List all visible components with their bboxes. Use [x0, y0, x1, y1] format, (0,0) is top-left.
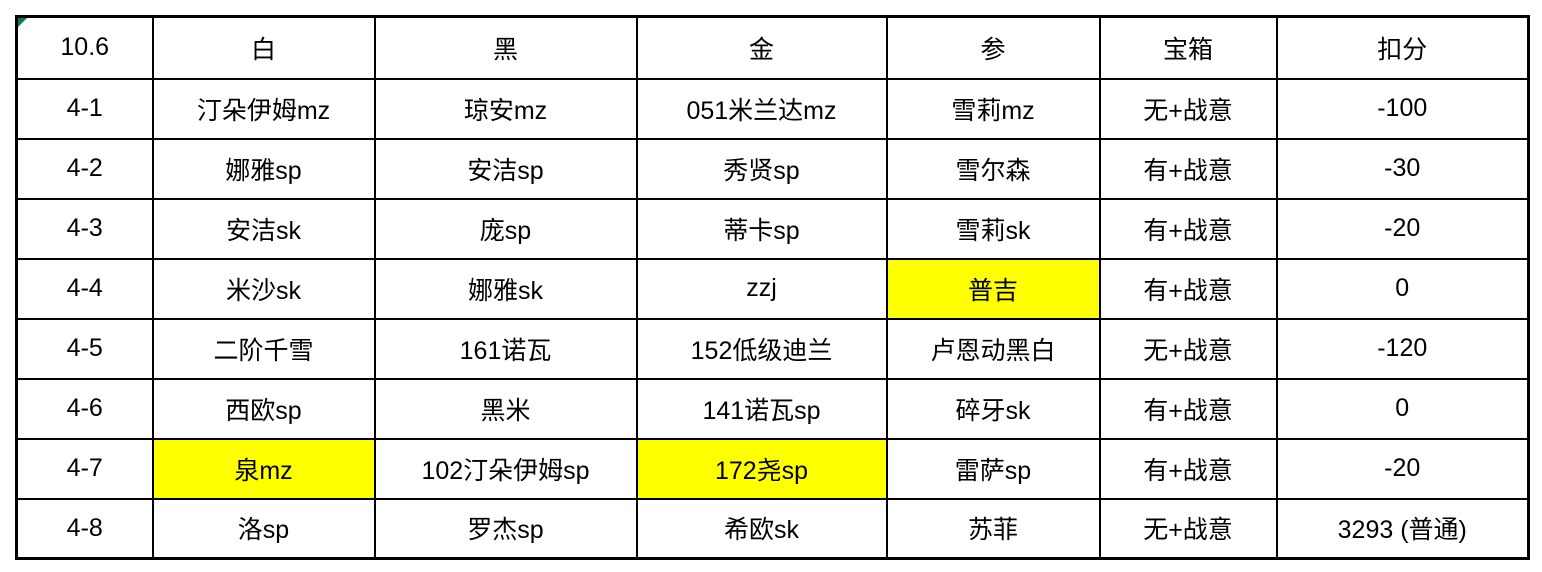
table-cell[interactable]: 雪莉mz — [885, 77, 1101, 140]
table-cell[interactable]: 秀贤sp — [635, 137, 888, 200]
table-row: 4-6 西欧sp 黑米 141诺瓦sp 碎牙sk 有+战意 0 — [15, 377, 1530, 440]
table-cell[interactable]: 有+战意 — [1098, 137, 1278, 200]
table-cell[interactable]: 152低级迪兰 — [635, 317, 888, 380]
table-cell[interactable]: 安洁sk — [151, 197, 376, 260]
table-cell[interactable]: 罗杰sp — [373, 497, 638, 560]
row-label[interactable]: 4-8 — [15, 497, 154, 560]
table-cell[interactable]: 无+战意 — [1098, 317, 1278, 380]
table-cell[interactable]: zzj — [635, 257, 888, 320]
table-cell[interactable]: 庞sp — [373, 197, 638, 260]
excel-error-indicator-icon — [18, 18, 27, 27]
table-row: 4-5 二阶千雪 161诺瓦 152低级迪兰 卢恩动黑白 无+战意 -120 — [15, 317, 1530, 380]
table-cell[interactable]: 娜雅sk — [373, 257, 638, 320]
table-row: 4-4 米沙sk 娜雅sk zzj 普吉 有+战意 0 — [15, 257, 1530, 320]
table-cell[interactable]: 二阶千雪 — [151, 317, 376, 380]
table-cell[interactable]: -100 — [1275, 77, 1530, 140]
table-cell[interactable]: 米沙sk — [151, 257, 376, 320]
table-cell[interactable]: 有+战意 — [1098, 377, 1278, 440]
table-row: 4-1 汀朵伊姆mz 琼安mz 051米兰达mz 雪莉mz 无+战意 -100 — [15, 77, 1530, 140]
row-label[interactable]: 4-4 — [15, 257, 154, 320]
table-cell[interactable]: -20 — [1275, 437, 1530, 500]
header-cell-black[interactable]: 黑 — [373, 15, 638, 80]
header-cell-参[interactable]: 参 — [885, 15, 1101, 80]
header-cell-deduction[interactable]: 扣分 — [1275, 15, 1530, 80]
header-date-label: 10.6 — [60, 33, 110, 62]
table-cell[interactable]: 洛sp — [151, 497, 376, 560]
header-cell-gold[interactable]: 金 — [635, 15, 888, 80]
table-cell[interactable]: 雪莉sk — [885, 197, 1101, 260]
table-cell[interactable]: 0 — [1275, 377, 1530, 440]
table-cell[interactable]: 雪尔森 — [885, 137, 1101, 200]
table-cell[interactable]: 161诺瓦 — [373, 317, 638, 380]
row-label[interactable]: 4-7 — [15, 437, 154, 500]
table-row: 4-7 泉mz 102汀朵伊姆sp 172尧sp 雷萨sp 有+战意 -20 — [15, 437, 1530, 500]
table-cell[interactable]: 汀朵伊姆mz — [151, 77, 376, 140]
header-row: 10.6 白 黑 金 参 宝箱 扣分 — [15, 15, 1530, 80]
highlighted-cell[interactable]: 普吉 — [885, 257, 1101, 320]
header-cell-white[interactable]: 白 — [151, 15, 376, 80]
header-cell-treasure[interactable]: 宝箱 — [1098, 15, 1278, 80]
row-label[interactable]: 4-1 — [15, 77, 154, 140]
table-cell[interactable]: 无+战意 — [1098, 497, 1278, 560]
row-label[interactable]: 4-3 — [15, 197, 154, 260]
battle-schedule-table: 10.6 白 黑 金 参 宝箱 扣分 4-1 汀朵伊姆mz 琼安mz 051米兰… — [15, 15, 1530, 560]
table-cell[interactable]: 051米兰达mz — [635, 77, 888, 140]
table-cell[interactable]: 有+战意 — [1098, 257, 1278, 320]
table-cell[interactable]: 102汀朵伊姆sp — [373, 437, 638, 500]
table-cell[interactable]: 雷萨sp — [885, 437, 1101, 500]
table-row: 4-2 娜雅sp 安洁sp 秀贤sp 雪尔森 有+战意 -30 — [15, 137, 1530, 200]
table-cell[interactable]: 黑米 — [373, 377, 638, 440]
table-row: 4-8 洛sp 罗杰sp 希欧sk 苏菲 无+战意 3293 (普通) — [15, 497, 1530, 560]
table-row: 4-3 安洁sk 庞sp 蒂卡sp 雪莉sk 有+战意 -20 — [15, 197, 1530, 260]
header-cell-date[interactable]: 10.6 — [15, 15, 154, 80]
row-label[interactable]: 4-5 — [15, 317, 154, 380]
table-cell[interactable]: 西欧sp — [151, 377, 376, 440]
table-cell[interactable]: -20 — [1275, 197, 1530, 260]
table-cell[interactable]: 141诺瓦sp — [635, 377, 888, 440]
row-label[interactable]: 4-2 — [15, 137, 154, 200]
table-cell[interactable]: 无+战意 — [1098, 77, 1278, 140]
table-cell[interactable]: 安洁sp — [373, 137, 638, 200]
table-cell[interactable]: 3293 (普通) — [1275, 497, 1530, 560]
table-cell[interactable]: 苏菲 — [885, 497, 1101, 560]
row-label[interactable]: 4-6 — [15, 377, 154, 440]
highlighted-cell[interactable]: 泉mz — [151, 437, 376, 500]
table-cell[interactable]: 碎牙sk — [885, 377, 1101, 440]
table-cell[interactable]: 蒂卡sp — [635, 197, 888, 260]
table-cell[interactable]: 0 — [1275, 257, 1530, 320]
table-cell[interactable]: -120 — [1275, 317, 1530, 380]
table-cell[interactable]: -30 — [1275, 137, 1530, 200]
table-cell[interactable]: 希欧sk — [635, 497, 888, 560]
table-cell[interactable]: 有+战意 — [1098, 197, 1278, 260]
table-cell[interactable]: 卢恩动黑白 — [885, 317, 1101, 380]
table-cell[interactable]: 有+战意 — [1098, 437, 1278, 500]
highlighted-cell[interactable]: 172尧sp — [635, 437, 888, 500]
table-cell[interactable]: 琼安mz — [373, 77, 638, 140]
table-cell[interactable]: 娜雅sp — [151, 137, 376, 200]
